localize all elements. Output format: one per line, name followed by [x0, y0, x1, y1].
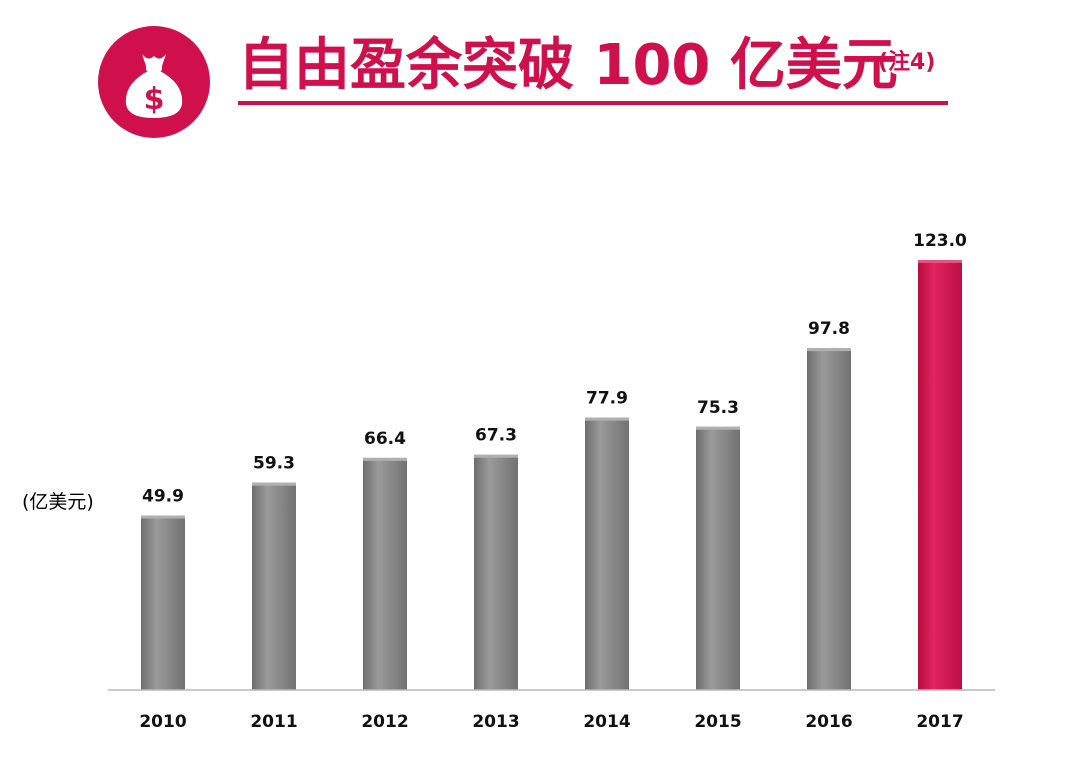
x-tick-label: 2011: [250, 712, 297, 732]
x-tick-label: 2013: [472, 712, 519, 732]
header: $ 自由盈余突破 100 亿美元 (注4): [0, 0, 1080, 140]
bar-top-highlight: [141, 515, 185, 519]
data-label: 66.4: [364, 429, 406, 449]
x-tick-label: 2014: [583, 712, 630, 732]
bar-top-highlight: [918, 260, 962, 263]
data-label: 49.9: [142, 487, 184, 507]
bar-2014: [585, 417, 629, 690]
data-label: 123.0: [913, 231, 967, 251]
x-tick-label: 2012: [361, 712, 408, 732]
bar-top-highlight: [363, 457, 407, 461]
y-unit-label: (亿美元): [22, 491, 94, 513]
x-tick-label: 2016: [805, 712, 852, 732]
bar-top-highlight: [474, 454, 518, 458]
data-label: 75.3: [697, 398, 739, 418]
x-tick-label: 2017: [916, 712, 963, 732]
bar-top-highlight: [696, 426, 740, 430]
bar-2012: [363, 457, 407, 690]
bar-top-highlight: [252, 482, 296, 486]
bar-top-highlight: [807, 348, 851, 352]
money-bag-dollar-icon: $: [98, 26, 210, 138]
title-footnote: (注4): [878, 50, 936, 75]
bar-2015: [696, 426, 740, 690]
bar-top-highlight: [585, 417, 629, 421]
x-tick-label: 2015: [694, 712, 741, 732]
bar-chart: 49.9 59.3 66.4 67.3 77.9 75.3 97.8 123.0 2010 20…: [108, 231, 995, 732]
page-title: 自由盈余突破 100 亿美元: [238, 33, 898, 98]
bar-2013: [474, 454, 518, 690]
x-tick-label: 2010: [139, 712, 186, 732]
data-label: 97.8: [808, 319, 850, 339]
bar-2010: [141, 515, 185, 690]
data-label: 77.9: [586, 389, 628, 409]
bar-2017: [918, 260, 962, 690]
svg-text:$: $: [144, 82, 165, 117]
money-bag-icon: $: [98, 26, 210, 138]
title-underline: [238, 101, 948, 105]
bar-2016: [807, 348, 851, 690]
data-label: 59.3: [253, 454, 295, 474]
bar-2011: [252, 482, 296, 690]
data-label: 67.3: [475, 426, 517, 446]
